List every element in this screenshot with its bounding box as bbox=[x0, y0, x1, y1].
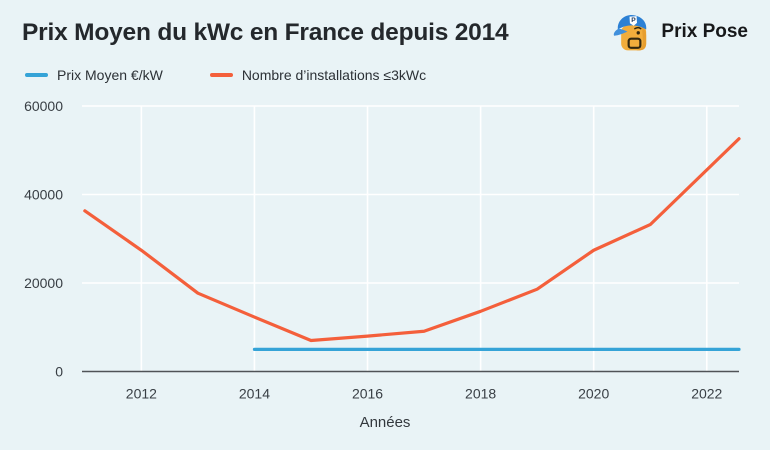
x-tick-label: 2022 bbox=[691, 386, 722, 402]
x-tick-label: 2020 bbox=[578, 386, 609, 402]
legend-label: Prix Moyen €/kW bbox=[57, 66, 163, 83]
mascot-eyebrow bbox=[634, 26, 642, 30]
x-tick-label: 2018 bbox=[465, 386, 496, 402]
legend-item-installations[interactable]: Nombre d’installations ≤3kWc bbox=[209, 66, 427, 83]
brand-name: Prix Pose bbox=[661, 21, 748, 42]
brand-logo[interactable]: P Prix Pose bbox=[612, 11, 748, 53]
legend-item-prix-moyen[interactable]: Prix Moyen €/kW bbox=[25, 67, 163, 83]
y-tick-label: 60000 bbox=[24, 98, 63, 114]
y-tick-label: 0 bbox=[55, 364, 63, 380]
legend-swatch-blue bbox=[25, 72, 48, 77]
series-line-1 bbox=[83, 137, 741, 343]
x-tick-label: 2012 bbox=[126, 386, 157, 402]
x-tick-label: 2014 bbox=[239, 386, 270, 402]
y-tick-label: 20000 bbox=[24, 275, 63, 291]
y-tick-label: 40000 bbox=[24, 187, 63, 203]
prix-pose-mascot-icon: P bbox=[614, 15, 647, 51]
legend-swatch-orange bbox=[209, 72, 233, 77]
page-title: Prix Moyen du kWc en France depuis 2014 bbox=[22, 19, 509, 46]
mascot-mouth bbox=[627, 37, 642, 49]
chart-legend: Prix Moyen €/kW Nombre d’installations ≤… bbox=[25, 66, 426, 83]
mascot-eye bbox=[636, 31, 641, 35]
legend-label: Nombre d’installations ≤3kWc bbox=[241, 66, 427, 83]
x-axis-title: Années bbox=[359, 414, 411, 431]
svg-text:P: P bbox=[632, 17, 637, 24]
x-tick-label: 2016 bbox=[352, 386, 383, 402]
mascot-cap: P bbox=[614, 15, 647, 36]
